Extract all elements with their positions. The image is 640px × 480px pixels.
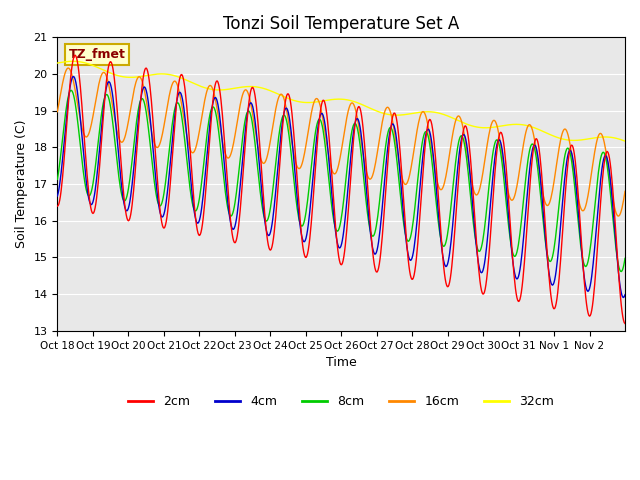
Legend: 2cm, 4cm, 8cm, 16cm, 32cm: 2cm, 4cm, 8cm, 16cm, 32cm (124, 390, 559, 413)
Y-axis label: Soil Temperature (C): Soil Temperature (C) (15, 120, 28, 248)
X-axis label: Time: Time (326, 356, 356, 369)
Title: Tonzi Soil Temperature Set A: Tonzi Soil Temperature Set A (223, 15, 460, 33)
Text: TZ_fmet: TZ_fmet (68, 48, 125, 61)
